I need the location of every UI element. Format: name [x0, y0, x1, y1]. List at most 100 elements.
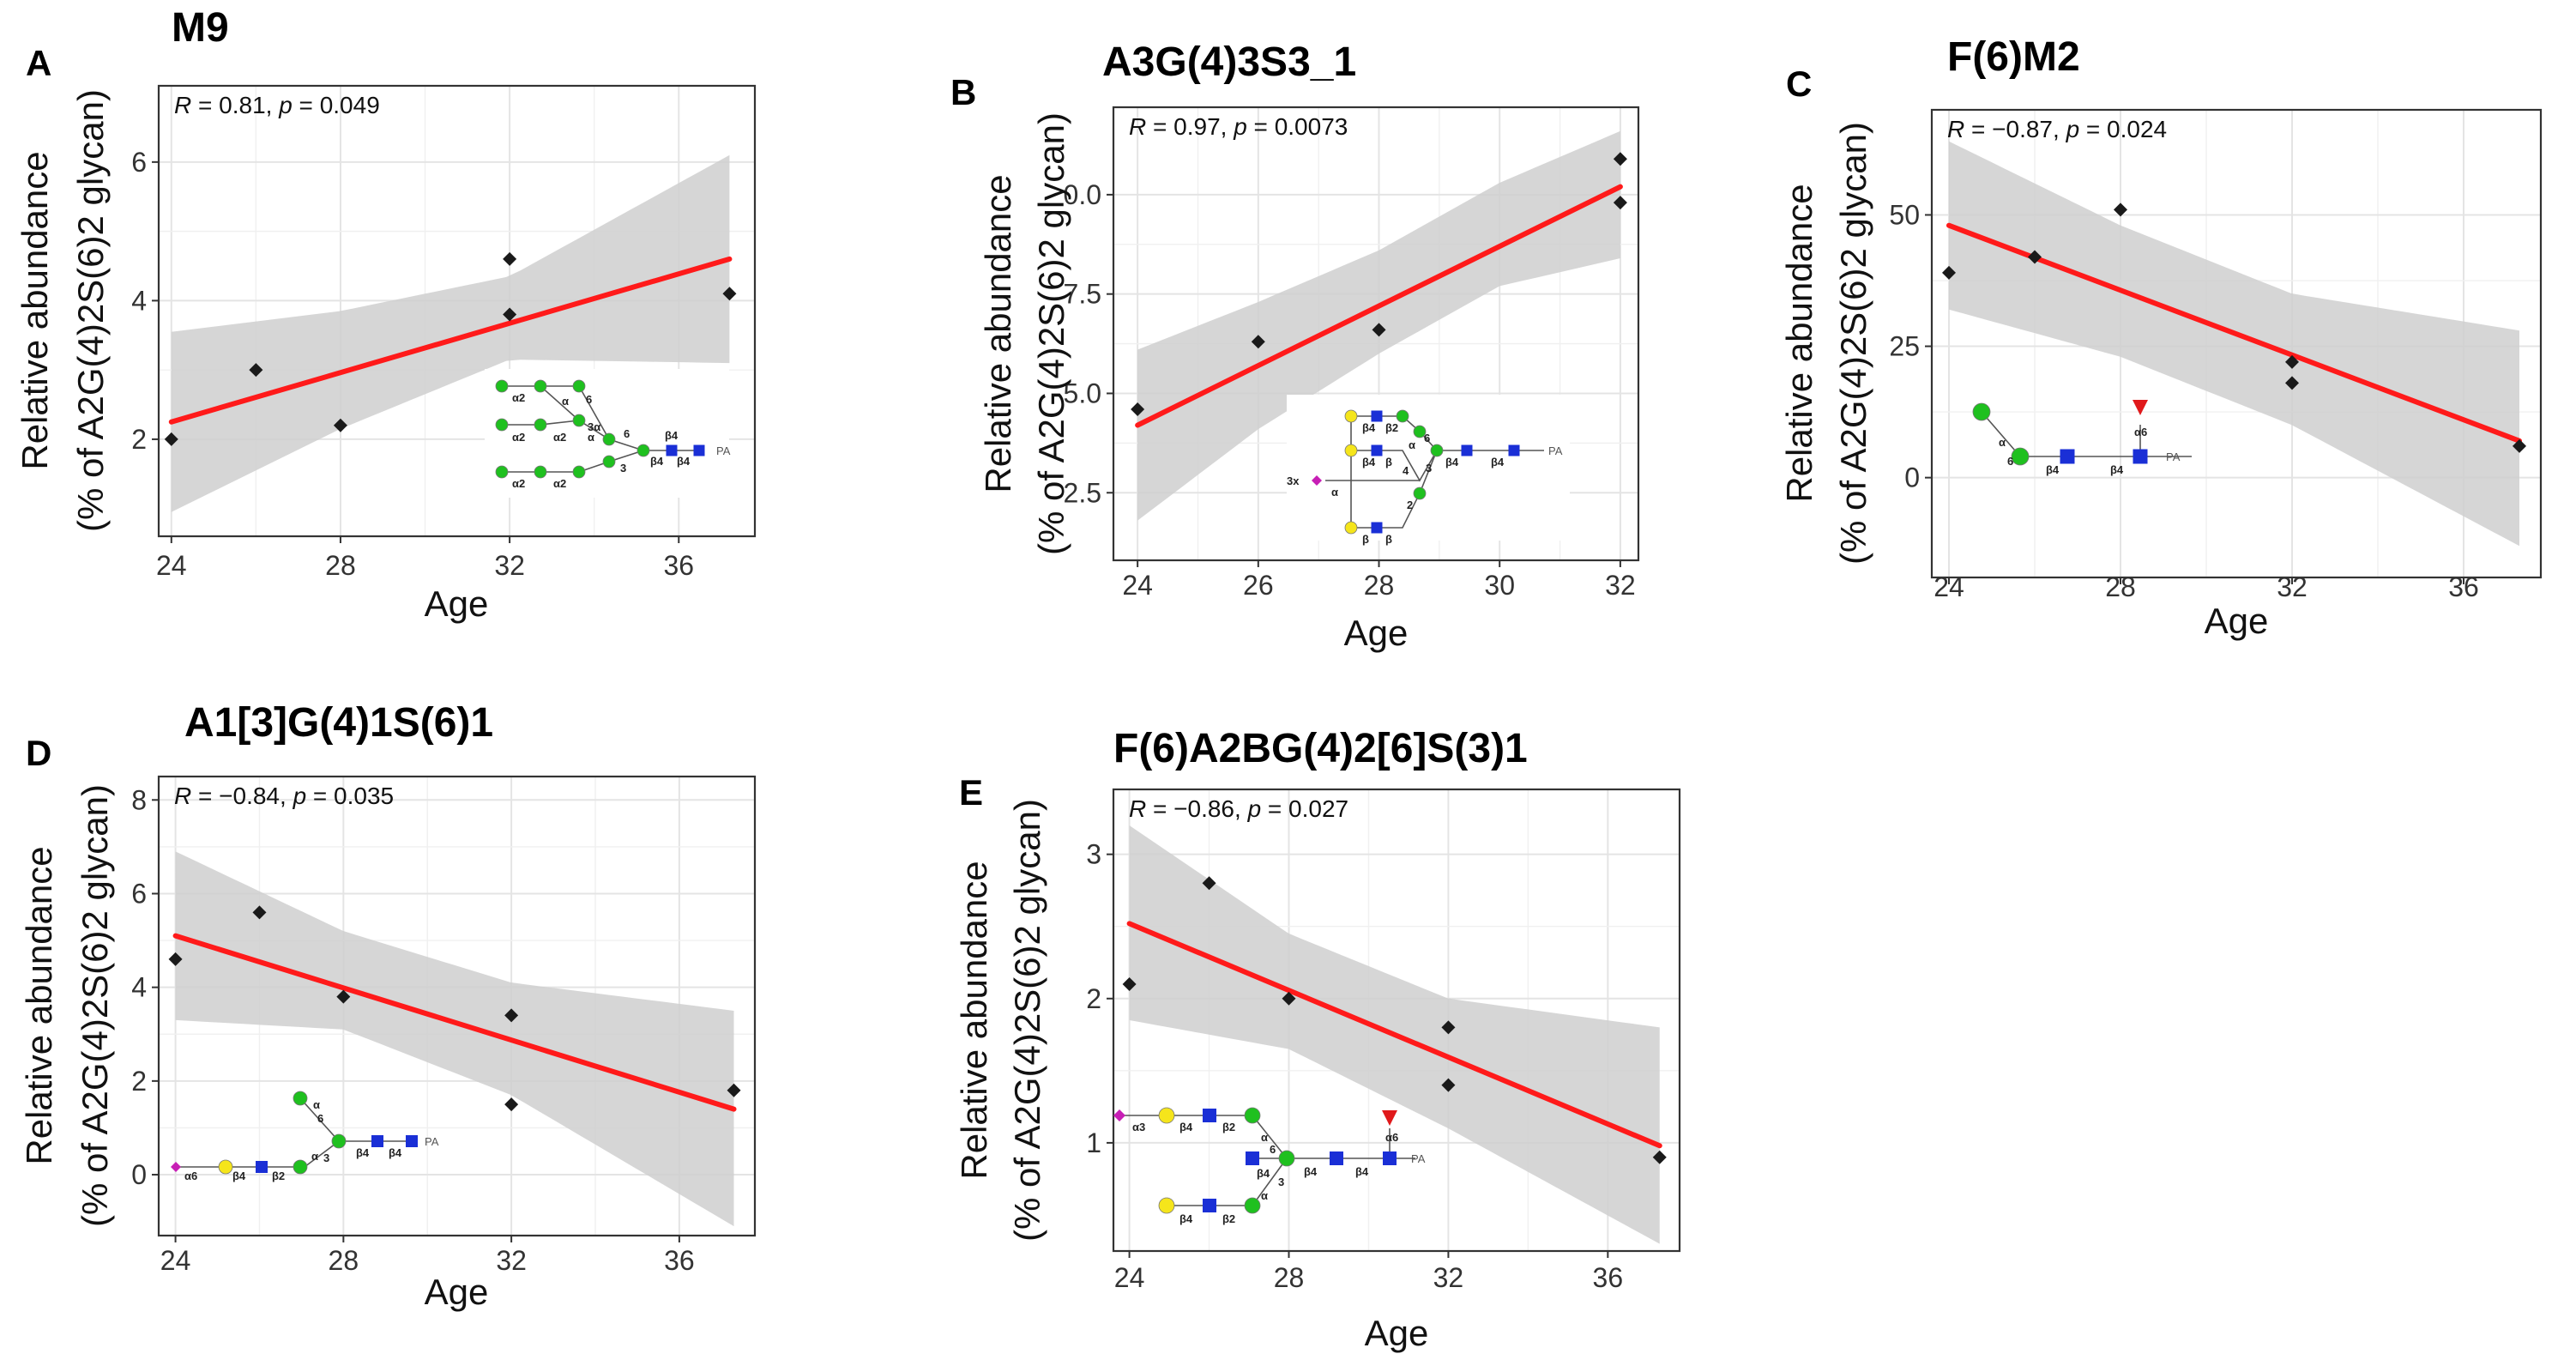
data-point — [1942, 265, 1956, 280]
glycan-linkage-label: β4 — [1257, 1167, 1270, 1180]
glycan-linkage-label: 6 — [624, 427, 630, 440]
glycan-linkage-label: β2 — [272, 1170, 285, 1182]
glycan-pa-label: PA — [2166, 450, 2181, 463]
x-tick-label: 30 — [1484, 570, 1515, 601]
mannose-circle-icon — [1244, 1197, 1261, 1214]
data-point — [249, 363, 263, 378]
data-point — [2513, 438, 2526, 453]
data-point — [1441, 1020, 1456, 1035]
annotation-part: p — [278, 92, 293, 118]
galactose-circle-icon — [1344, 409, 1358, 423]
glycan-linkage-label: β4 — [356, 1146, 370, 1159]
glycan-linkage-label: 6 — [317, 1112, 323, 1125]
glycan-linkage-label: β2 — [1222, 1212, 1235, 1225]
x-tick-label: 26 — [1243, 570, 1274, 601]
data-point — [722, 287, 737, 301]
annotation-part: R — [1129, 795, 1146, 822]
glycan-linkage-label: β4 — [1445, 456, 1459, 468]
glycan-linkage-label: α — [1261, 1131, 1268, 1144]
x-tick-label: 36 — [664, 1245, 695, 1276]
glycan-pa-label: PA — [1411, 1152, 1426, 1165]
y-tick-label: 3 — [1086, 839, 1101, 870]
plot-frame — [1112, 106, 1640, 562]
annotation-part: p — [2066, 116, 2080, 142]
y-tick-label: 0.0 — [1064, 179, 1101, 210]
regression-line — [1126, 921, 1662, 1149]
glcnac-square-icon — [1508, 444, 1520, 456]
x-tick-label: 36 — [663, 550, 694, 581]
y-axis-label-line2: (% of A2G(4)2S(6)2 glycan) — [75, 784, 115, 1227]
mannose-circle-icon — [534, 465, 547, 479]
glcnac-square-icon — [1203, 1109, 1216, 1122]
glycan-linkage-label: α — [1261, 1189, 1268, 1202]
x-tick-label: 28 — [329, 1245, 359, 1276]
data-point — [336, 989, 351, 1004]
glycan-linkage-label: 2 — [1407, 499, 1413, 511]
correlation-annotation: R = 0.97, p = 0.0073 — [1129, 113, 1348, 140]
x-axis-label: Age — [1344, 613, 1409, 653]
glycan-linkage-label: 6 — [586, 393, 592, 406]
correlation-annotation: R = −0.84, p = 0.035 — [174, 783, 394, 809]
data-point — [2285, 376, 2299, 390]
glycan-linkage-label: β4 — [1362, 456, 1376, 468]
y-axis-label-line2: (% of A2G(4)2S(6)2 glycan) — [1833, 122, 1873, 565]
y-tick-label: 6 — [131, 878, 147, 909]
glycan-bond — [502, 385, 703, 451]
x-tick-label: 36 — [2448, 571, 2479, 602]
data-point — [1202, 876, 1216, 891]
mannose-circle-icon — [1430, 444, 1444, 457]
glycan-bond — [1351, 415, 1544, 451]
plot-frame — [157, 84, 757, 538]
data-point — [2028, 250, 2042, 264]
fucose-triangle-icon — [2133, 400, 2148, 415]
annotation-part: = 0.035 — [306, 783, 394, 809]
glycan-linkage-label: α6 — [2134, 426, 2147, 438]
glycan-bond — [299, 1097, 340, 1142]
glycan-linkage-label: α — [588, 431, 594, 444]
annotation-part: R — [174, 92, 191, 118]
glycan-linkage-label: β4 — [665, 429, 679, 442]
glycan-linkage-label: β4 — [1355, 1165, 1369, 1178]
annotation-part: = −0.86, — [1146, 795, 1247, 822]
panel-b: 24 26 28 30 322.55.07.50.0R = 0.97, p = 0.00… — [950, 39, 1640, 653]
glycan-background — [485, 369, 729, 498]
data-point — [1122, 976, 1137, 991]
glycan-linkage-label: β4 — [1179, 1212, 1193, 1225]
panel-title: A3G(4)3S3_1 — [1102, 39, 1356, 85]
y-axis-label-line1: Relative abundance — [954, 861, 994, 1179]
correlation-annotation: R = 0.81, p = 0.049 — [174, 92, 380, 118]
data-point — [1441, 1078, 1456, 1092]
y-tick-label: 2 — [131, 424, 147, 455]
glycan-pa-label: PA — [425, 1135, 439, 1148]
glycan-linkage-label: α — [1999, 436, 2006, 449]
glycan-linkage-label: β — [1385, 533, 1392, 546]
glcnac-square-icon — [256, 1161, 268, 1173]
panel-letter: C — [1786, 63, 1812, 104]
y-tick-label: 0 — [1904, 462, 1920, 493]
x-tick-label: 28 — [325, 550, 356, 581]
glycan-linkage-label: α — [311, 1150, 318, 1163]
mannose-circle-icon — [495, 465, 509, 479]
data-point — [1372, 323, 1386, 337]
annotation-part: p — [1233, 113, 1247, 140]
x-tick-label: 24 — [1934, 571, 1964, 602]
glycan-linkage-label: β4 — [650, 455, 664, 468]
x-tick-label: 24 — [156, 550, 187, 581]
y-tick-label: 6 — [131, 147, 147, 178]
data-point — [1131, 402, 1145, 416]
x-tick-label: 28 — [1274, 1262, 1305, 1293]
x-tick-label: 32 — [1605, 570, 1636, 601]
glycan-bond — [1981, 411, 2192, 457]
glycan-linkage-label: 3 — [323, 1151, 329, 1164]
glcnac-square-icon — [1371, 444, 1383, 456]
mannose-circle-icon — [1244, 1107, 1261, 1124]
annotation-part: = 0.027 — [1261, 795, 1348, 822]
glycan-linkage-label: α — [562, 395, 569, 408]
glycan-linkage-label: α6 — [1385, 1131, 1398, 1144]
mannose-circle-icon — [636, 444, 650, 457]
